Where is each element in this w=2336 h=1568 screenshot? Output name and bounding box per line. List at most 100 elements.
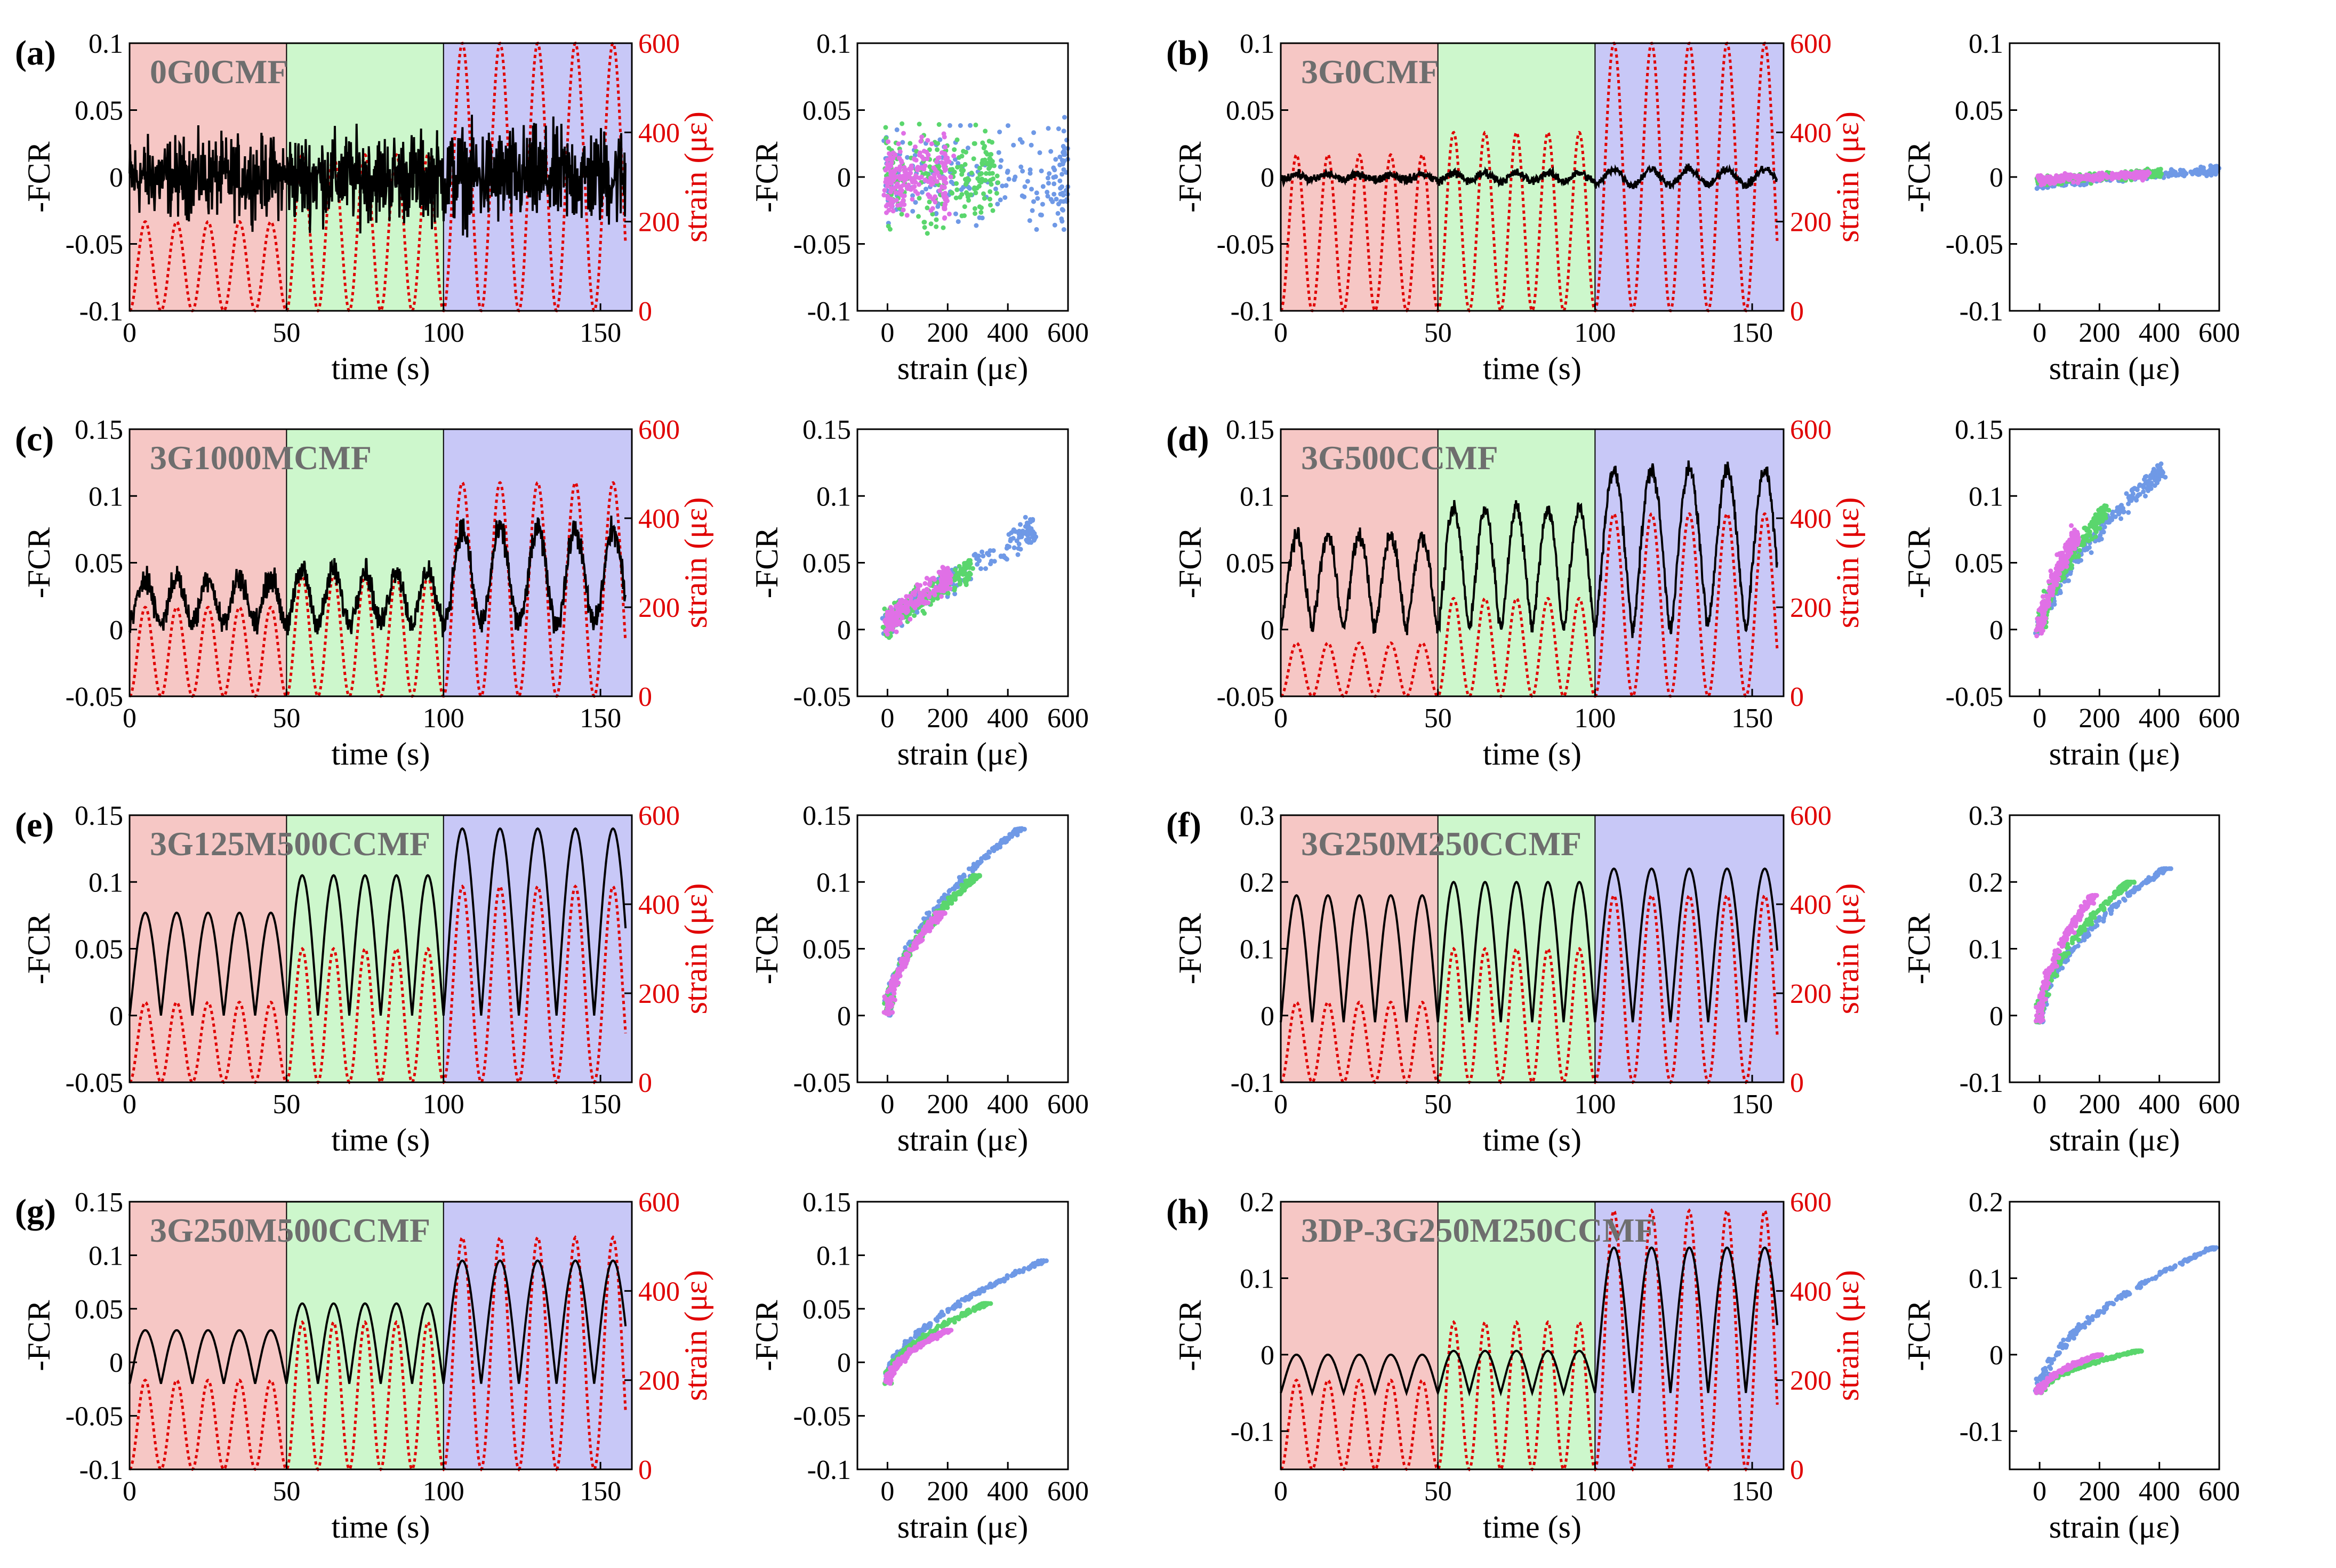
scatter-point xyxy=(889,204,894,210)
scatter-point xyxy=(2129,174,2134,180)
scatter-point xyxy=(910,590,916,596)
y-axis-label: -FCR xyxy=(21,527,57,598)
scatter-point xyxy=(959,154,965,159)
scatter-x-tick-label: 200 xyxy=(2078,703,2120,734)
scatter-point xyxy=(895,203,900,208)
panel-label: (g) xyxy=(15,1192,56,1231)
scatter-point xyxy=(1051,191,1057,197)
scatter-point xyxy=(2073,920,2078,925)
scatter-point xyxy=(1034,190,1039,196)
strain-tick-label: 200 xyxy=(1790,207,1832,238)
scatter-point xyxy=(1045,194,1050,199)
scatter-point xyxy=(2043,605,2048,610)
scatter-point xyxy=(2099,529,2104,535)
scatter-point xyxy=(1059,172,1065,177)
scatter-y-tick-label: -0.05 xyxy=(793,230,851,260)
scatter-point xyxy=(971,156,976,162)
scatter-point xyxy=(1013,174,1018,180)
scatter-point xyxy=(1055,211,1061,216)
scatter-point xyxy=(2158,466,2163,471)
scatter-x-tick-label: 600 xyxy=(1047,1089,1089,1120)
scatter-point xyxy=(903,598,908,604)
scatter-point xyxy=(952,892,958,897)
strain-axis-label: strain (με) xyxy=(1830,497,1865,629)
scatter-point xyxy=(1018,546,1023,552)
panel-label: (f) xyxy=(1166,806,1201,845)
scatter-point xyxy=(2134,497,2139,503)
y-axis-label: -FCR xyxy=(21,1300,57,1371)
scatter-point xyxy=(2156,170,2162,175)
scatter-point xyxy=(2097,918,2102,923)
y-tick-label: -0.1 xyxy=(79,1455,123,1485)
scatter-point xyxy=(1061,128,1066,134)
scatter-point xyxy=(2051,964,2057,969)
scatter-point xyxy=(899,159,904,165)
scatter-point xyxy=(2170,169,2175,174)
scatter-point xyxy=(987,850,992,855)
scatter-point xyxy=(2056,955,2061,960)
scatter-point xyxy=(2116,886,2121,891)
scatter-point xyxy=(1027,167,1033,172)
scatter-point xyxy=(2037,178,2043,183)
scatter-point xyxy=(2121,510,2126,514)
scatter-point xyxy=(905,155,910,160)
x-tick-label: 150 xyxy=(580,318,621,348)
scatter-point xyxy=(1005,168,1010,174)
scatter-point xyxy=(959,164,964,169)
scatter-point xyxy=(2109,515,2115,520)
scatter-point xyxy=(898,598,903,604)
scatter-point xyxy=(983,171,989,176)
scatter-point xyxy=(988,197,992,202)
sample-name: 0G0CMF xyxy=(150,53,288,91)
scatter-y-tick-label: 0.1 xyxy=(1969,29,2003,59)
scatter-point xyxy=(2149,480,2154,486)
scatter-point xyxy=(915,191,920,196)
scatter-x-tick-label: 600 xyxy=(1047,318,1089,348)
scatter-point xyxy=(989,182,994,187)
scatter-point xyxy=(2072,545,2077,551)
scatter-y-tick-label: 0.1 xyxy=(816,481,851,512)
y-axis-label: -FCR xyxy=(21,141,57,212)
y-tick-label: 0.05 xyxy=(75,935,123,965)
scatter-point xyxy=(1058,186,1063,191)
scatter-point xyxy=(1011,142,1016,148)
scatter-point xyxy=(970,566,975,571)
scatter-point xyxy=(951,1304,956,1309)
scatter-point xyxy=(1054,196,1059,202)
scatter-point xyxy=(900,121,905,126)
scatter-point xyxy=(942,144,948,150)
strain-tick-label: 0 xyxy=(638,1068,652,1098)
scatter-point xyxy=(1059,207,1065,212)
scatter-x-tick-label: 0 xyxy=(880,318,894,348)
scatter-point xyxy=(997,130,1002,134)
strain-axis-label: strain (με) xyxy=(678,497,713,629)
scatter-point xyxy=(916,583,921,589)
x-tick-label: 0 xyxy=(1274,703,1288,734)
scatter-point xyxy=(988,189,993,194)
scatter-point xyxy=(991,848,997,854)
strain-tick-label: 400 xyxy=(1790,118,1832,148)
scatter-point xyxy=(958,123,963,128)
y-tick-label: -0.1 xyxy=(1231,1068,1274,1098)
scatter-point xyxy=(888,983,894,988)
scatter-point xyxy=(2037,1015,2042,1020)
scatter-point xyxy=(2126,501,2131,506)
scatter-point xyxy=(2046,970,2051,975)
y-axis-label: -FCR xyxy=(1173,141,1208,212)
scatter-point xyxy=(924,586,929,592)
scatter-point xyxy=(2110,509,2115,514)
scatter-point xyxy=(1062,115,1067,120)
scatter-point xyxy=(2091,173,2096,179)
scatter-x-tick-label: 200 xyxy=(927,1089,968,1120)
scatter-point xyxy=(2178,167,2183,173)
scatter-point xyxy=(1052,222,1057,228)
scatter-point xyxy=(2048,568,2053,574)
x-axis-label: time (s) xyxy=(332,1509,430,1545)
scatter-point xyxy=(2084,921,2090,926)
scatter-point xyxy=(897,149,903,154)
strain-tick-label: 0 xyxy=(638,1455,652,1485)
scatter-point xyxy=(978,210,984,215)
scatter-point xyxy=(946,1307,951,1312)
scatter-point xyxy=(917,122,922,127)
scatter-point xyxy=(998,197,1003,203)
